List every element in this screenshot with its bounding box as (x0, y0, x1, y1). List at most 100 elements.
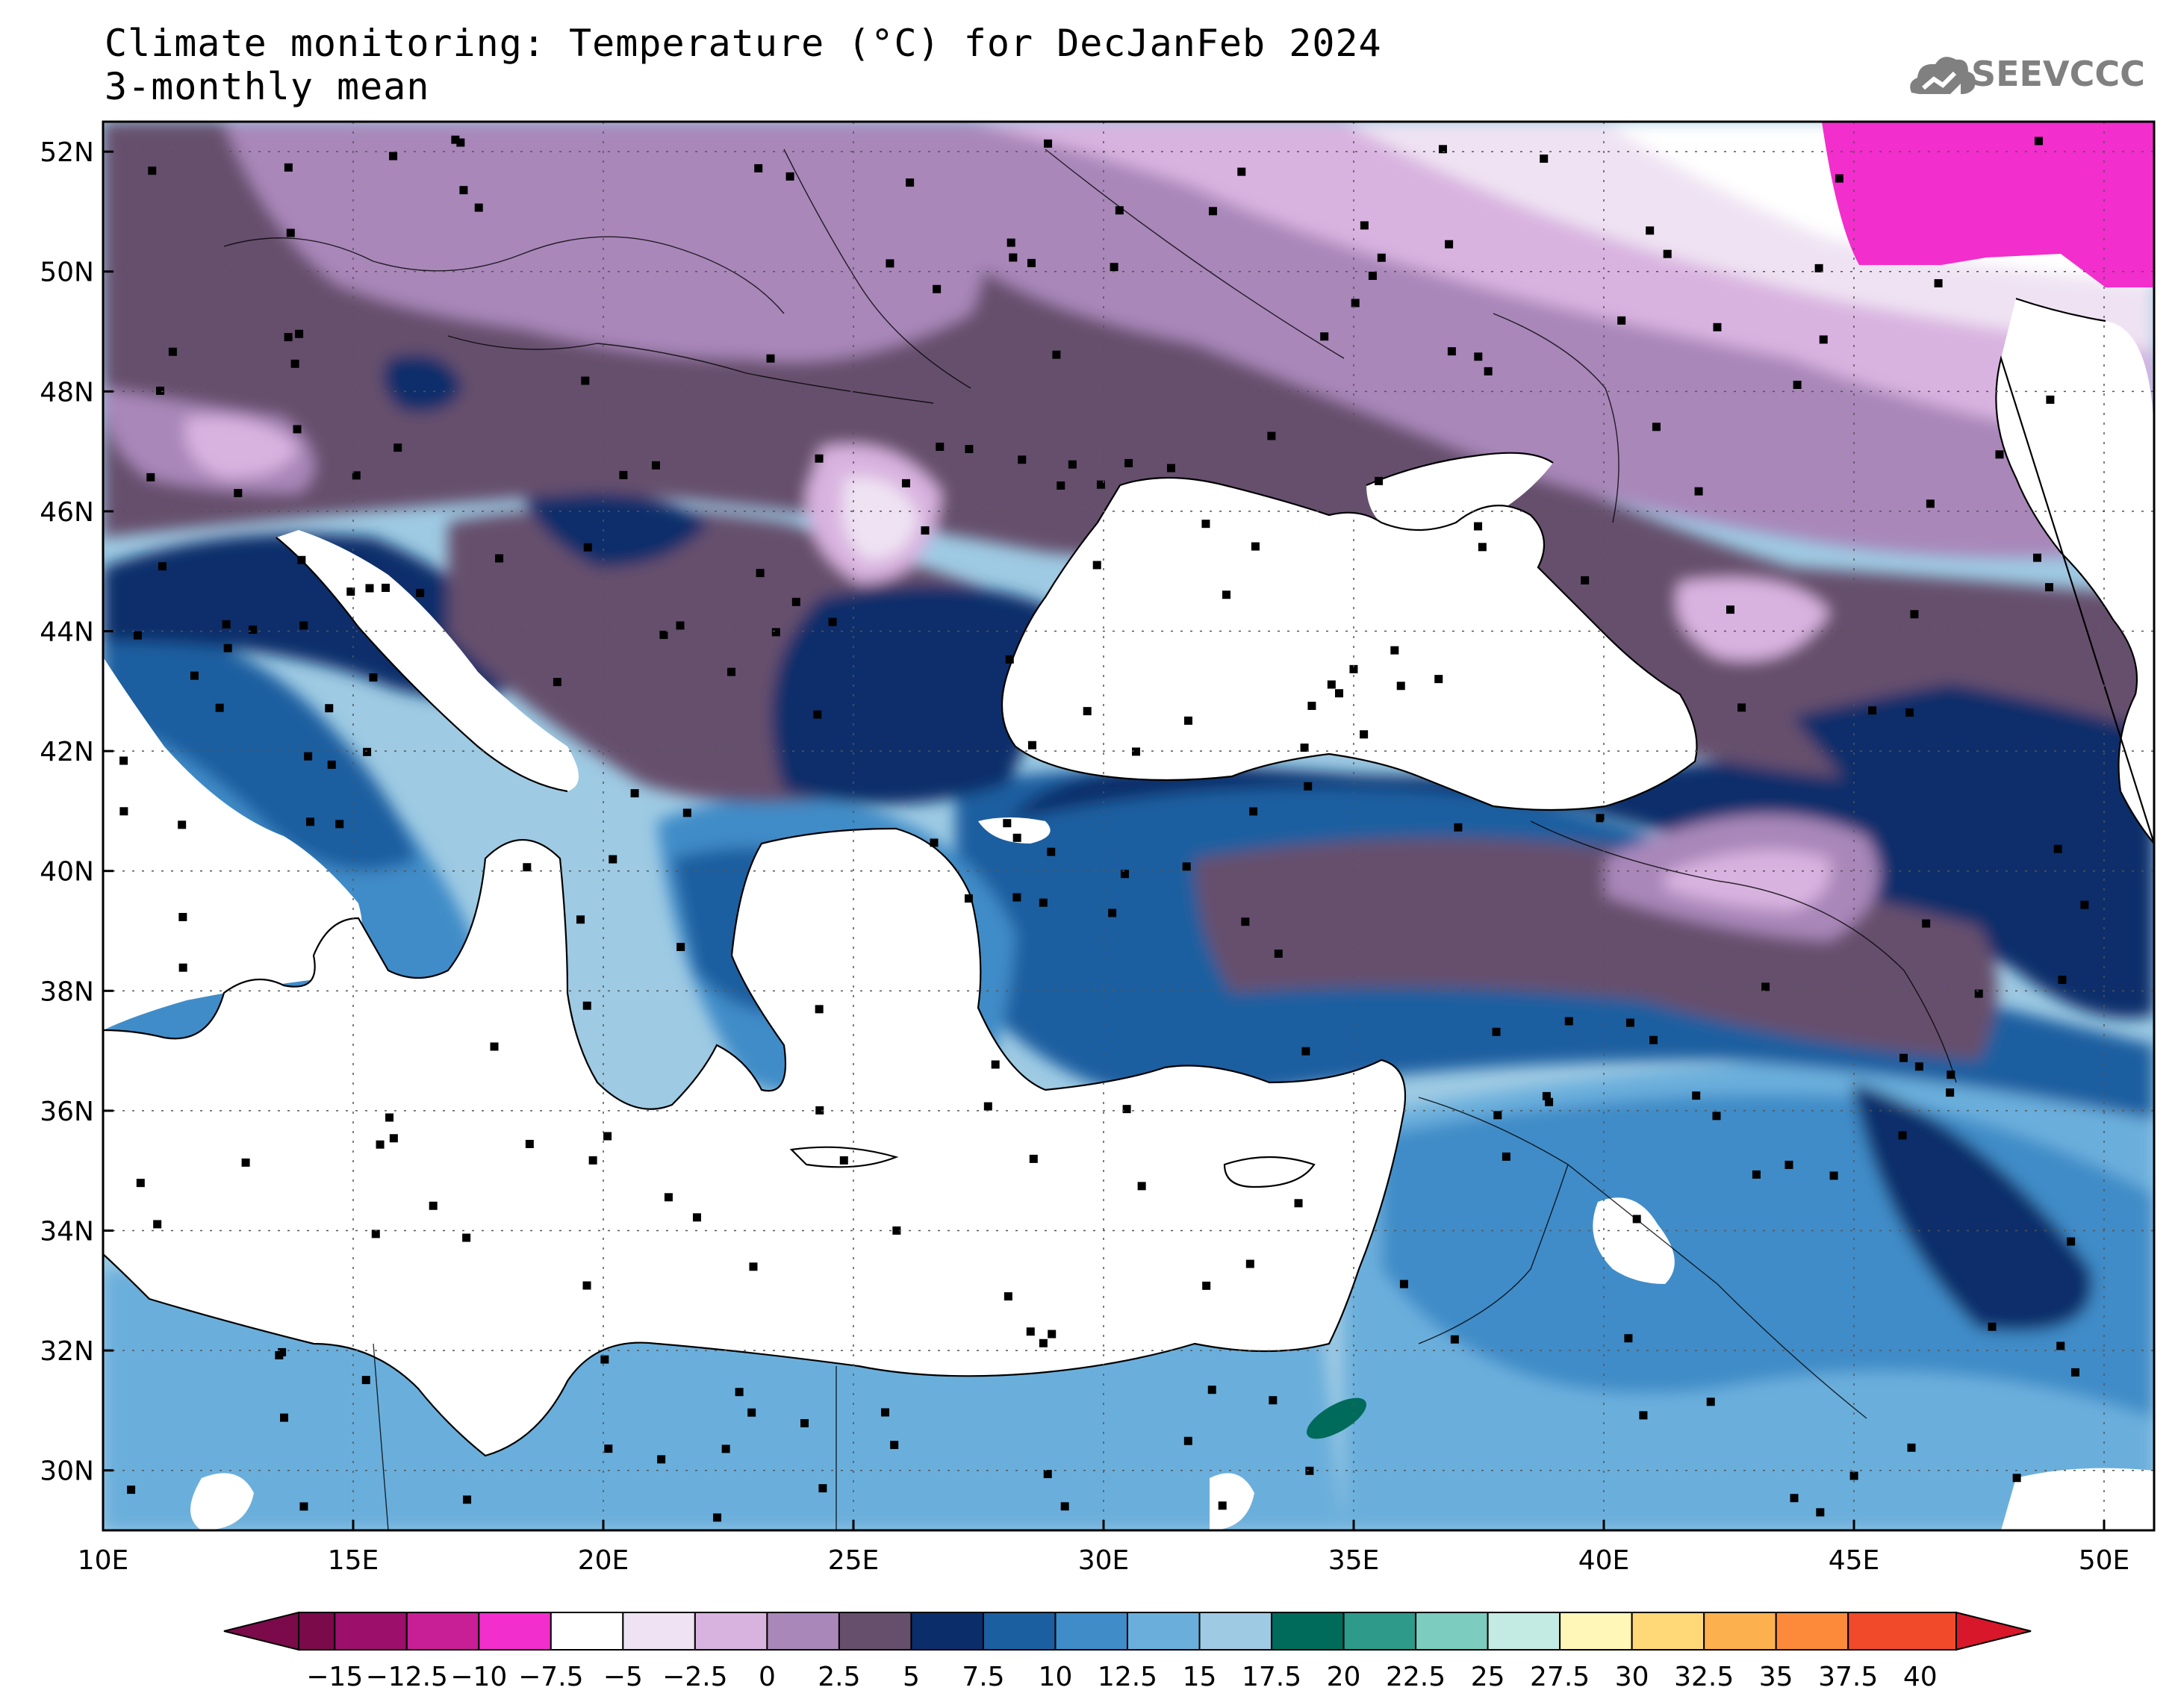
station-marker (1368, 271, 1377, 280)
station-marker (1545, 1097, 1554, 1106)
colorbar-label: −10 (450, 1662, 507, 1692)
station-marker (1083, 707, 1092, 716)
station-marker (1632, 1215, 1641, 1224)
station-marker (1726, 605, 1734, 614)
colorbar-label: 20 (1327, 1662, 1361, 1692)
x-tick-label: 25E (828, 1545, 880, 1576)
station-marker (1447, 347, 1456, 356)
station-marker (1624, 1334, 1633, 1343)
station-marker (1096, 480, 1105, 489)
colorbar-label: 2.5 (818, 1662, 860, 1692)
station-marker (1396, 682, 1405, 691)
colorbar-segment (1847, 1612, 1957, 1651)
station-marker (2012, 1474, 2021, 1483)
station-marker (828, 617, 837, 626)
station-marker (306, 817, 315, 826)
station-marker (1122, 1105, 1131, 1114)
station-marker (1327, 680, 1336, 689)
station-marker (933, 284, 942, 293)
colorbar-label: 7.5 (962, 1662, 1004, 1692)
station-marker (1814, 264, 1823, 272)
station-marker (1478, 543, 1487, 552)
colorbar-segment (910, 1612, 984, 1651)
station-marker (2080, 900, 2089, 909)
station-marker (1124, 458, 1133, 467)
station-marker (462, 1233, 471, 1242)
station-marker (1564, 1017, 1573, 1026)
station-marker (429, 1201, 438, 1210)
station-marker (1907, 1443, 1916, 1452)
station-marker (1445, 240, 1454, 249)
station-marker (1625, 1018, 1634, 1027)
station-marker (1048, 1330, 1057, 1338)
station-marker (553, 678, 561, 687)
station-marker (657, 1455, 666, 1464)
station-marker (178, 963, 187, 972)
station-marker (148, 166, 157, 175)
station-marker (1005, 655, 1014, 664)
station-marker (222, 620, 231, 629)
station-marker (609, 855, 617, 864)
station-marker (1202, 1281, 1211, 1290)
station-marker (275, 1350, 284, 1359)
colorbar-segment (478, 1612, 552, 1651)
borders (223, 149, 1957, 1530)
colorbar-segment (1631, 1612, 1705, 1651)
colorbar-segment (334, 1612, 408, 1651)
station-markers (119, 135, 2089, 1522)
y-tick-label: 36N (40, 1097, 94, 1127)
station-marker (1706, 1397, 1715, 1406)
station-marker (1399, 1280, 1408, 1288)
station-marker (1694, 487, 1703, 496)
x-tick-label: 45E (1829, 1545, 1880, 1576)
station-marker (1868, 706, 1877, 715)
coastlines (103, 297, 2154, 1457)
colorbar-segment (694, 1612, 768, 1651)
station-marker (1540, 155, 1549, 163)
station-marker (1052, 350, 1061, 359)
station-marker (1009, 253, 1018, 262)
chart-title: Climate monitoring: Temperature (°C) for… (105, 22, 1382, 65)
station-marker (381, 583, 390, 592)
station-marker (664, 1193, 673, 1202)
station-marker (1301, 1047, 1310, 1056)
colorbar-segment (1487, 1612, 1561, 1651)
colorbar-segment (622, 1612, 696, 1651)
station-marker (385, 1113, 394, 1122)
plot-frame (102, 120, 2156, 1532)
colorbar-label: −7.5 (518, 1662, 583, 1692)
station-marker (1849, 1471, 1858, 1480)
station-marker (1027, 258, 1036, 267)
station-marker (335, 820, 344, 829)
station-marker (1218, 1501, 1227, 1510)
station-marker (754, 163, 763, 172)
station-marker (2067, 1237, 2076, 1246)
station-marker (676, 943, 685, 952)
x-tick-label: 35E (1328, 1545, 1380, 1576)
station-marker (1004, 1292, 1012, 1301)
station-marker (178, 820, 187, 829)
station-marker (369, 673, 378, 682)
station-marker (523, 863, 532, 872)
station-marker (463, 1495, 472, 1504)
colorbar-label: 25 (1471, 1662, 1505, 1692)
station-marker (727, 667, 736, 676)
station-marker (1454, 823, 1463, 832)
station-marker (581, 376, 590, 385)
station-marker (604, 1444, 613, 1453)
station-marker (936, 442, 945, 451)
station-marker (721, 1444, 730, 1453)
station-marker (1029, 1154, 1038, 1163)
station-marker (1360, 221, 1369, 230)
station-marker (1581, 576, 1590, 585)
station-marker (1274, 950, 1283, 959)
x-tick-label: 40E (1578, 1545, 1630, 1576)
station-marker (2058, 976, 2067, 985)
station-marker (2044, 583, 2053, 592)
station-marker (991, 1060, 1000, 1069)
y-tick-label: 52N (40, 137, 94, 168)
station-marker (1910, 610, 1919, 619)
colorbar-segment (982, 1612, 1057, 1651)
station-marker (1752, 1170, 1761, 1179)
station-marker (327, 760, 336, 769)
